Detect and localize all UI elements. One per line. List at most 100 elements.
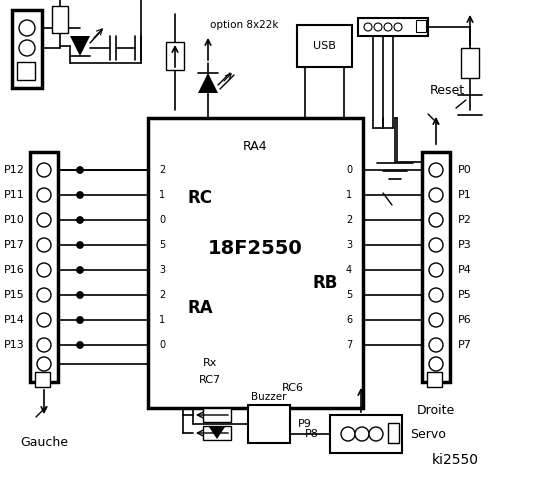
Text: P10: P10 xyxy=(4,215,25,225)
Bar xyxy=(422,152,450,382)
Circle shape xyxy=(76,291,84,299)
Circle shape xyxy=(76,341,84,348)
Circle shape xyxy=(37,163,51,177)
Text: RA: RA xyxy=(187,299,213,317)
Text: P6: P6 xyxy=(458,315,472,325)
Text: P5: P5 xyxy=(458,290,472,300)
Bar xyxy=(358,18,428,36)
Text: P0: P0 xyxy=(458,165,472,175)
Text: RB: RB xyxy=(312,274,338,292)
Polygon shape xyxy=(198,73,218,93)
Circle shape xyxy=(19,40,35,56)
Text: Servo: Servo xyxy=(410,428,446,441)
Circle shape xyxy=(429,213,443,227)
Text: P16: P16 xyxy=(4,265,25,275)
Circle shape xyxy=(341,427,355,441)
Text: USB: USB xyxy=(313,41,336,51)
Bar xyxy=(461,48,479,78)
Bar xyxy=(203,408,231,422)
Text: P7: P7 xyxy=(458,340,472,350)
Text: Reset: Reset xyxy=(430,84,465,96)
Bar xyxy=(35,372,50,387)
Circle shape xyxy=(429,338,443,352)
Polygon shape xyxy=(209,427,225,439)
Text: 0: 0 xyxy=(346,165,352,175)
Circle shape xyxy=(429,288,443,302)
Text: Buzzer: Buzzer xyxy=(251,392,287,402)
Circle shape xyxy=(37,188,51,202)
Text: 4: 4 xyxy=(346,265,352,275)
Text: P14: P14 xyxy=(4,315,25,325)
Text: P9: P9 xyxy=(298,419,312,429)
Circle shape xyxy=(429,263,443,277)
Text: 5: 5 xyxy=(346,290,352,300)
Text: 2: 2 xyxy=(346,215,352,225)
Bar xyxy=(416,20,426,32)
Circle shape xyxy=(37,213,51,227)
Text: Droite: Droite xyxy=(417,404,455,417)
Text: Gauche: Gauche xyxy=(20,435,68,448)
Circle shape xyxy=(374,23,382,31)
Text: P11: P11 xyxy=(4,190,25,200)
Text: option 8x22k: option 8x22k xyxy=(210,20,279,30)
Bar xyxy=(12,10,42,88)
Text: ki2550: ki2550 xyxy=(431,453,478,467)
Text: RC7: RC7 xyxy=(199,375,221,385)
Bar xyxy=(388,423,399,443)
Text: 3: 3 xyxy=(159,265,165,275)
Text: 0: 0 xyxy=(159,215,165,225)
Text: 7: 7 xyxy=(346,340,352,350)
Circle shape xyxy=(355,427,369,441)
Circle shape xyxy=(429,238,443,252)
Text: P8: P8 xyxy=(305,429,319,439)
Text: RC: RC xyxy=(187,189,212,207)
Bar xyxy=(297,25,352,67)
Text: RC6: RC6 xyxy=(282,383,304,393)
Text: P12: P12 xyxy=(4,165,25,175)
Circle shape xyxy=(76,241,84,249)
Text: 1: 1 xyxy=(346,190,352,200)
Text: 5: 5 xyxy=(159,240,165,250)
Circle shape xyxy=(19,20,35,36)
Bar xyxy=(203,426,231,440)
Circle shape xyxy=(37,357,51,371)
Circle shape xyxy=(429,313,443,327)
Text: P4: P4 xyxy=(458,265,472,275)
Text: 6: 6 xyxy=(346,315,352,325)
Text: P13: P13 xyxy=(4,340,25,350)
Text: Rx: Rx xyxy=(203,358,217,368)
Text: P2: P2 xyxy=(458,215,472,225)
Circle shape xyxy=(76,216,84,224)
Text: 2: 2 xyxy=(159,165,165,175)
Text: P1: P1 xyxy=(458,190,472,200)
Bar xyxy=(30,152,58,382)
Circle shape xyxy=(37,238,51,252)
Bar xyxy=(17,62,35,80)
Circle shape xyxy=(37,263,51,277)
Text: 0: 0 xyxy=(159,340,165,350)
Text: RA4: RA4 xyxy=(243,140,268,153)
Text: P17: P17 xyxy=(4,240,25,250)
Polygon shape xyxy=(70,36,90,56)
Bar xyxy=(248,405,290,443)
Circle shape xyxy=(429,357,443,371)
Bar xyxy=(52,6,68,33)
Text: 1: 1 xyxy=(159,315,165,325)
Circle shape xyxy=(369,427,383,441)
Text: 2: 2 xyxy=(159,290,165,300)
Text: 3: 3 xyxy=(346,240,352,250)
Text: 1: 1 xyxy=(159,190,165,200)
Circle shape xyxy=(37,288,51,302)
Circle shape xyxy=(37,313,51,327)
Circle shape xyxy=(364,23,372,31)
Circle shape xyxy=(76,266,84,274)
Bar xyxy=(330,415,402,453)
Circle shape xyxy=(429,188,443,202)
Circle shape xyxy=(37,338,51,352)
Bar xyxy=(427,372,442,387)
Circle shape xyxy=(394,23,402,31)
Circle shape xyxy=(76,192,84,199)
Bar xyxy=(166,42,184,70)
Text: P3: P3 xyxy=(458,240,472,250)
Text: 18F2550: 18F2550 xyxy=(208,239,303,257)
